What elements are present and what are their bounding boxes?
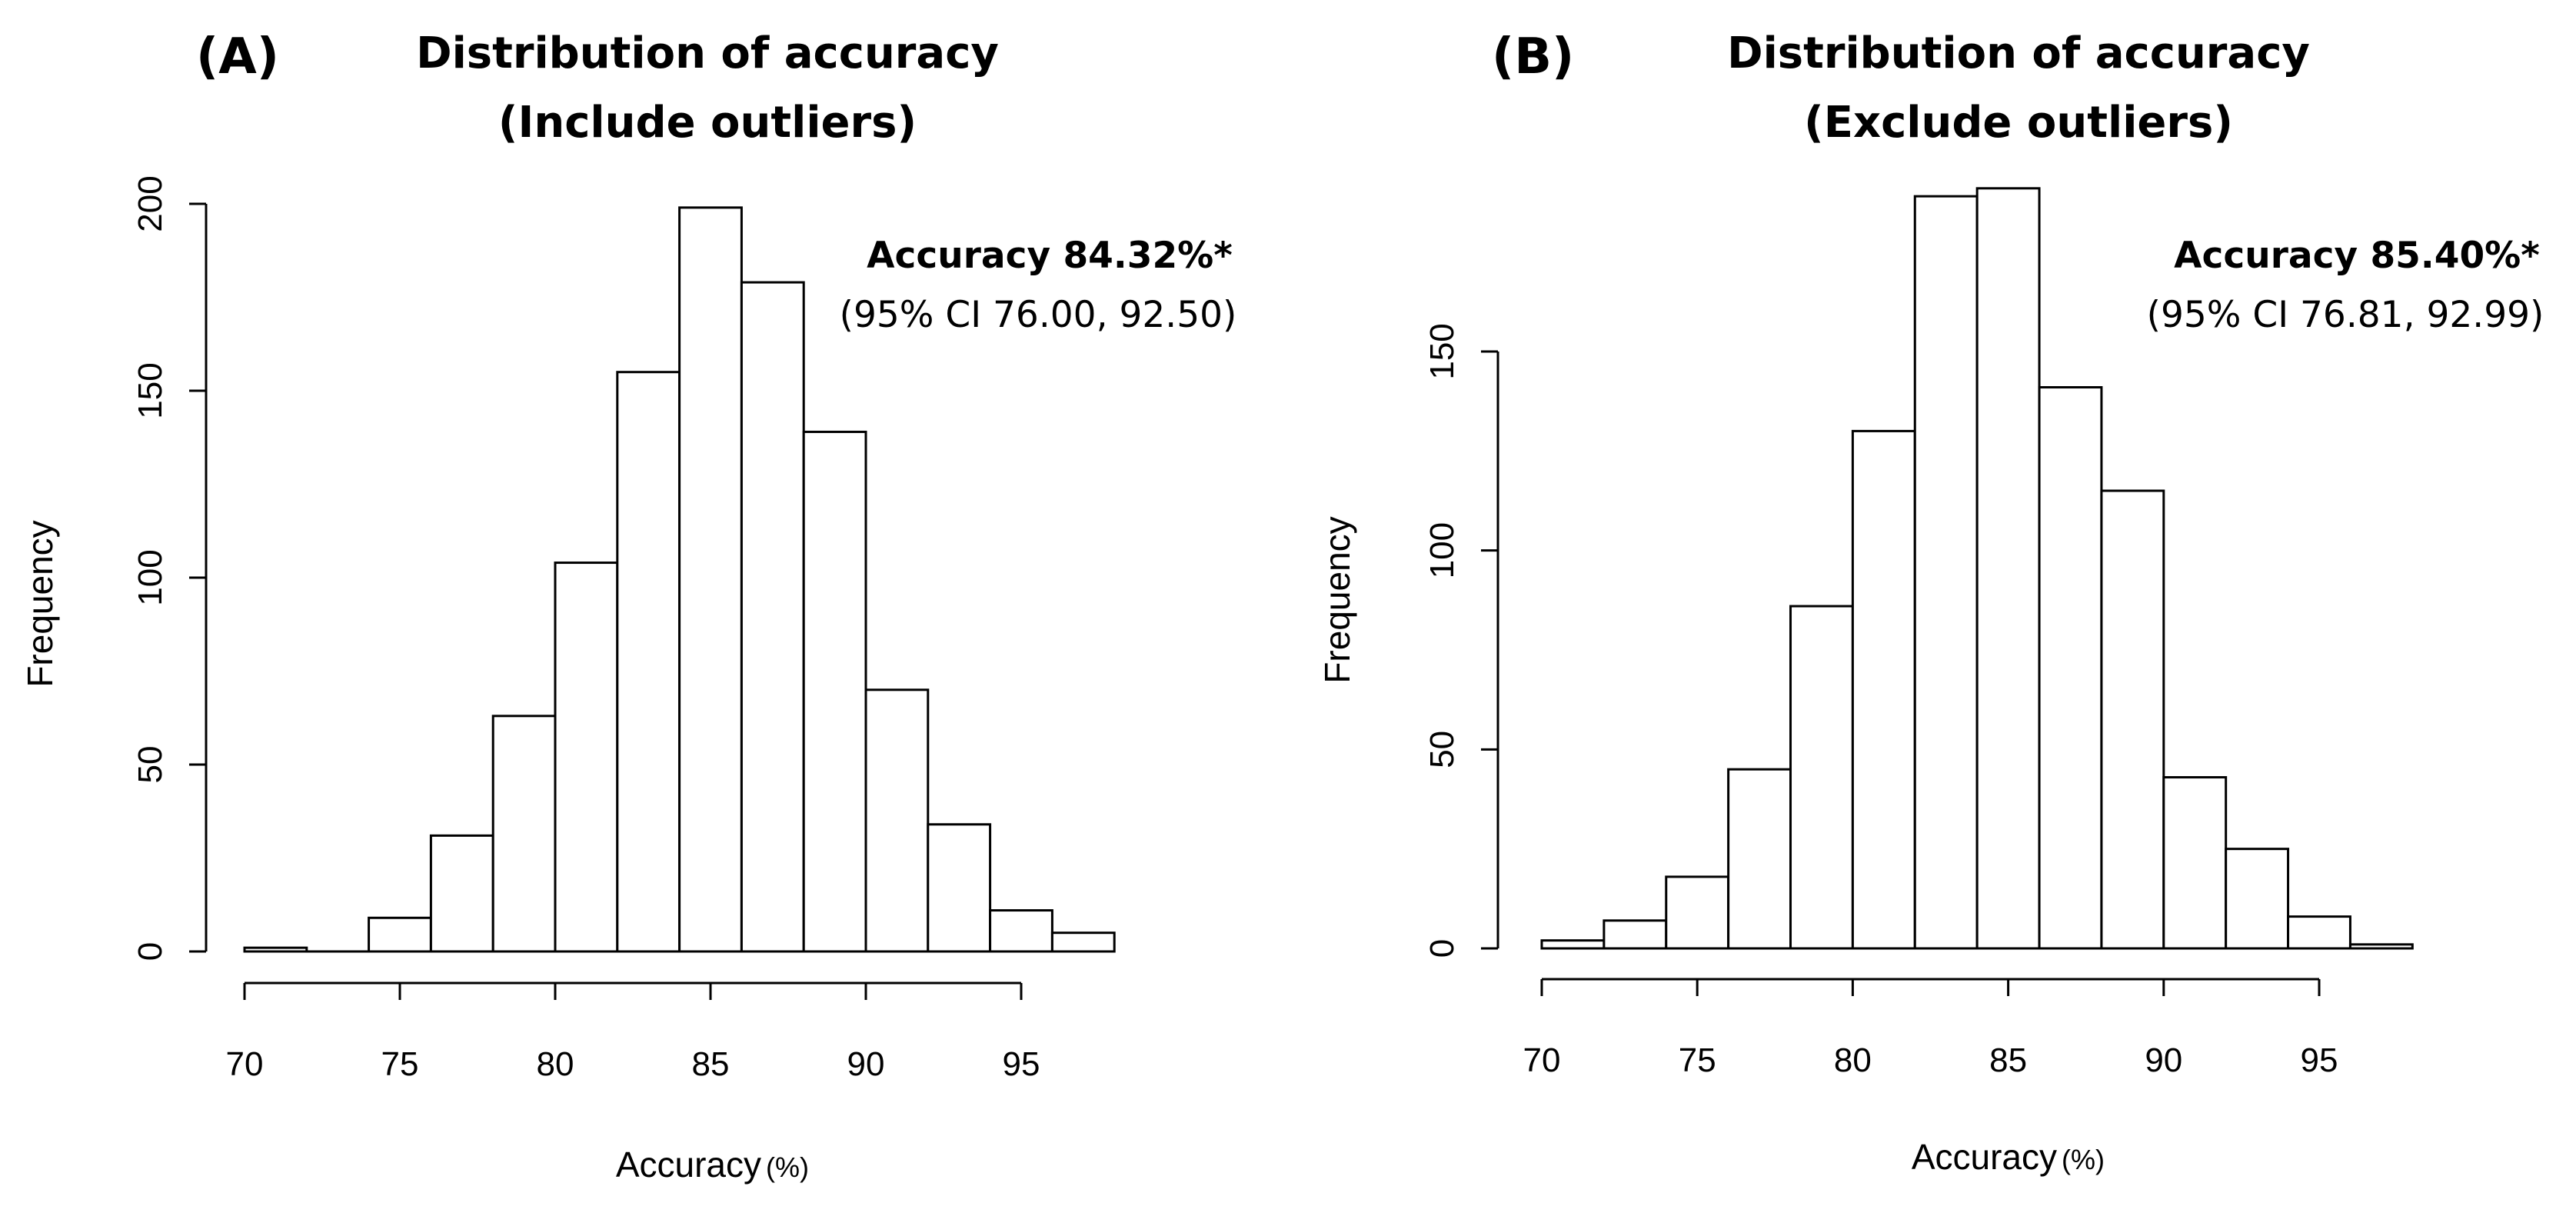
panel-b-title-line1: Distribution of accuracy <box>1727 28 2310 78</box>
panel-b-x-axis-unit: (%) <box>2062 1144 2105 1175</box>
panel-a-x-tick-label-90: 90 <box>847 1045 885 1083</box>
panel-b-letter: (B) <box>1492 28 1574 85</box>
panel-a-x-axis: 70 75 80 85 90 95 <box>226 981 1040 1083</box>
panel-a-x-tick-label-80: 80 <box>537 1045 574 1083</box>
panel-b-x-tick-label-95: 95 <box>2301 1041 2338 1079</box>
panel-b-y-axis: 0 50 100 150 <box>1423 323 1499 958</box>
panel-b: (B) Distribution of accuracy (Exclude ou… <box>1317 28 2544 1177</box>
panel-a-bar-90-92 <box>864 688 930 953</box>
panel-b-bar-70-72 <box>1540 939 1606 950</box>
panel-b-bar-78-80 <box>1789 605 1854 950</box>
panel-b-bar-96-98 <box>2348 943 2414 950</box>
panel-a-title-line2: (Include outliers) <box>498 98 917 148</box>
panel-b-bar-72-74 <box>1603 919 1668 950</box>
panel-a-x-axis-title: Accuracy <box>616 1145 761 1185</box>
panel-a-x-axis-label: Accuracy (%) <box>616 1145 809 1185</box>
panel-b-x-axis: 70 75 80 85 90 95 <box>1523 978 2338 1079</box>
panel-a-x-axis-unit: (%) <box>766 1151 809 1183</box>
panel-a-y-tick-label-0: 0 <box>131 942 169 961</box>
panel-b-title-line2: (Exclude outliers) <box>1804 98 2233 148</box>
panel-a-bar-86-88 <box>740 281 805 953</box>
panel-a-y-tick-label-200: 200 <box>131 175 169 232</box>
panel-b-bar-84-86 <box>1975 187 2041 950</box>
panel-a-y-axis-label: Frequency <box>20 520 60 687</box>
panel-b-x-tick-label-85: 85 <box>1989 1041 2027 1079</box>
panel-a-bar-88-90 <box>802 430 867 953</box>
panel-a-x-tick-label-70: 70 <box>226 1045 264 1083</box>
panel-b-x-tick-label-90: 90 <box>2145 1041 2182 1079</box>
panel-b-x-axis-title: Accuracy <box>1912 1137 2057 1177</box>
panel-a-accuracy-annotation: Accuracy 84.32%* <box>867 235 1233 277</box>
panel-b-ci-annotation: (95% CI 76.81, 92.99) <box>2147 294 2544 336</box>
panel-a-bar-94-96 <box>989 909 1053 953</box>
panel-b-y-tick-label-50: 50 <box>1423 731 1461 768</box>
panel-a-bar-70-72 <box>243 946 308 953</box>
panel-a-x-tick-label-95: 95 <box>1003 1045 1040 1083</box>
panel-b-y-axis-label: Frequency <box>1317 516 1357 683</box>
panel-a-letter: (A) <box>196 28 279 85</box>
panel-b-x-tick-label-80: 80 <box>1834 1041 1872 1079</box>
panel-a-y-tick-label-100: 100 <box>131 549 169 605</box>
panel-a-bar-80-82 <box>554 562 619 953</box>
panel-b-x-axis-label: Accuracy (%) <box>1912 1137 2105 1177</box>
panel-b-y-tick-label-100: 100 <box>1423 522 1461 578</box>
panel-b-y-tick-label-150: 150 <box>1423 323 1461 379</box>
panel-a-ci-annotation: (95% CI 76.00, 92.50) <box>840 294 1237 336</box>
panel-a-bar-96-98 <box>1050 931 1116 953</box>
panel-a-bar-92-94 <box>927 823 992 953</box>
panel-b-x-tick-label-70: 70 <box>1523 1041 1561 1079</box>
panel-b-bar-76-78 <box>1727 768 1792 950</box>
panel-a-title-line1: Distribution of accuracy <box>416 28 999 78</box>
panel-b-bar-88-90 <box>2100 489 2165 950</box>
panel-a-y-axis: 0 50 100 150 200 <box>131 175 208 961</box>
panel-b-bar-86-88 <box>2038 386 2103 950</box>
panel-b-bars <box>1540 187 2414 950</box>
panel-b-x-tick-label-75: 75 <box>1679 1041 1716 1079</box>
panel-b-bar-92-94 <box>2225 848 2290 950</box>
panel-a-y-tick-label-150: 150 <box>131 362 169 418</box>
panel-b-bar-90-92 <box>2162 776 2228 950</box>
panel-a-bar-76-78 <box>429 834 494 953</box>
panel-b-bar-74-76 <box>1665 875 1730 950</box>
panel-a-bar-78-80 <box>491 715 557 953</box>
panel-a-bar-74-76 <box>368 916 432 953</box>
panel-a-x-tick-label-75: 75 <box>381 1045 419 1083</box>
panel-a-bar-82-84 <box>616 371 681 953</box>
panel-b-bar-94-96 <box>2287 915 2351 950</box>
panel-a-bar-84-86 <box>678 206 743 953</box>
panel-a-x-tick-label-85: 85 <box>692 1045 730 1083</box>
panel-b-bar-80-82 <box>1851 429 1916 950</box>
panel-b-y-tick-label-0: 0 <box>1423 939 1461 958</box>
panel-a-y-tick-label-50: 50 <box>131 746 169 784</box>
panel-a-bars <box>243 206 1116 953</box>
panel-a: (A) Distribution of accuracy (Include ou… <box>20 28 1236 1185</box>
panel-b-accuracy-annotation: Accuracy 85.40%* <box>2174 235 2540 277</box>
panel-b-bar-82-84 <box>1913 195 1979 950</box>
